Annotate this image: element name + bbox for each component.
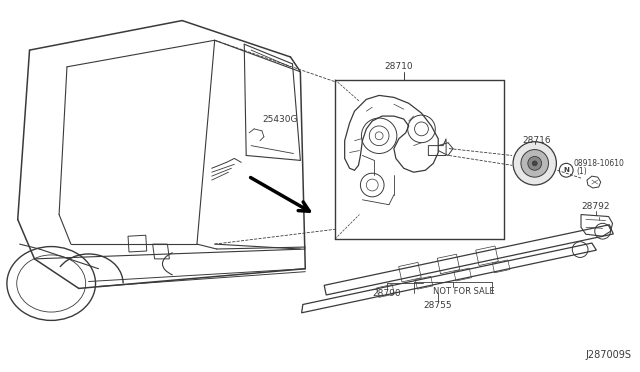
Text: 28792: 28792 [581, 202, 609, 211]
Text: 28716: 28716 [522, 136, 550, 145]
Circle shape [513, 142, 556, 185]
Text: NOT FOR SALE: NOT FOR SALE [433, 287, 495, 296]
Circle shape [532, 161, 537, 166]
Circle shape [528, 157, 541, 170]
Text: (1): (1) [576, 167, 587, 176]
Text: 08918-10610: 08918-10610 [573, 159, 624, 168]
Text: 28710: 28710 [384, 62, 413, 71]
Text: 28790: 28790 [372, 289, 401, 298]
Text: 28755: 28755 [424, 301, 452, 310]
Text: N: N [563, 167, 569, 173]
Text: 25430G: 25430G [262, 115, 298, 124]
Text: J287009S: J287009S [586, 350, 632, 360]
Circle shape [521, 150, 548, 177]
